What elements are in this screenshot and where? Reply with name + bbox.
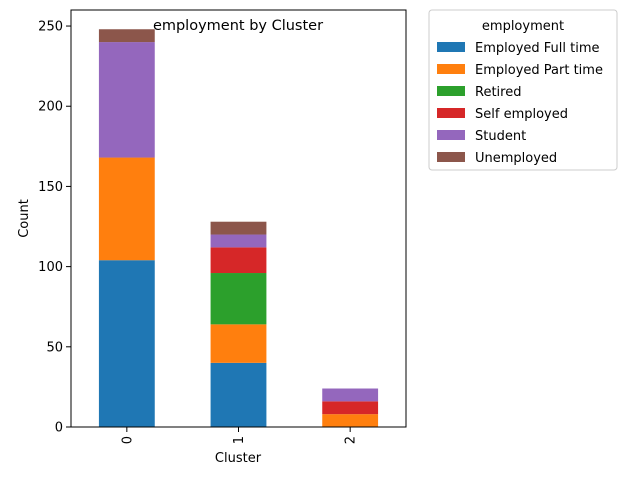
chart-title: employment by Cluster — [153, 18, 323, 34]
bar-cluster-2-series-1 — [322, 414, 379, 427]
bar-cluster-1-series-5 — [210, 221, 267, 235]
bar-cluster-2-series-3 — [322, 401, 379, 415]
legend-swatch — [437, 64, 465, 74]
plot-frame — [70, 9, 407, 428]
bar-cluster-1-series-1 — [210, 324, 267, 363]
bar-cluster-1-series-4 — [210, 234, 267, 248]
legend-box — [428, 9, 618, 171]
legend-entry-label: Employed Full time — [475, 41, 600, 56]
legend-entry-label: Self employed — [475, 107, 568, 122]
y-tick-label: 200 — [38, 100, 63, 115]
legend-swatch — [437, 130, 465, 140]
legend-entry-label: Unemployed — [475, 151, 557, 166]
legend-swatch — [437, 42, 465, 52]
x-axis: 0 1 2 — [120, 427, 359, 444]
bar-cluster-0-series-1 — [98, 157, 155, 261]
legend-entry-label: Student — [475, 129, 526, 144]
x-axis-label: Cluster — [215, 451, 262, 466]
legend-swatch — [437, 108, 465, 118]
bars-group — [98, 29, 379, 427]
x-tick-label: 1 — [232, 436, 247, 444]
bar-cluster-1-series-0 — [210, 362, 267, 427]
bar-cluster-0-series-4 — [98, 42, 155, 158]
legend-entry-label: Retired — [475, 85, 521, 100]
x-tick-label: 2 — [344, 436, 359, 444]
y-tick-label: 50 — [46, 340, 63, 355]
x-tick-label: 0 — [120, 436, 135, 444]
legend-swatch — [437, 86, 465, 96]
y-axis: 0 50 100 150 200 250 — [38, 20, 71, 436]
legend: employment Employed Full time Employed Par… — [428, 9, 618, 171]
bar-cluster-0-series-5 — [98, 29, 155, 43]
y-tick-label: 250 — [38, 20, 63, 35]
legend-title: employment — [482, 19, 564, 34]
legend-swatch — [437, 152, 465, 162]
y-axis-label: Count — [17, 199, 32, 238]
bar-cluster-1-series-2 — [210, 273, 267, 325]
y-tick-label: 150 — [38, 180, 63, 195]
bar-cluster-0-series-0 — [98, 260, 155, 427]
y-tick-label: 100 — [38, 260, 63, 275]
bar-cluster-2-series-4 — [322, 388, 379, 402]
y-tick-label: 0 — [55, 421, 63, 436]
bar-cluster-1-series-3 — [210, 247, 267, 274]
legend-entry-label: Employed Part time — [475, 63, 603, 78]
